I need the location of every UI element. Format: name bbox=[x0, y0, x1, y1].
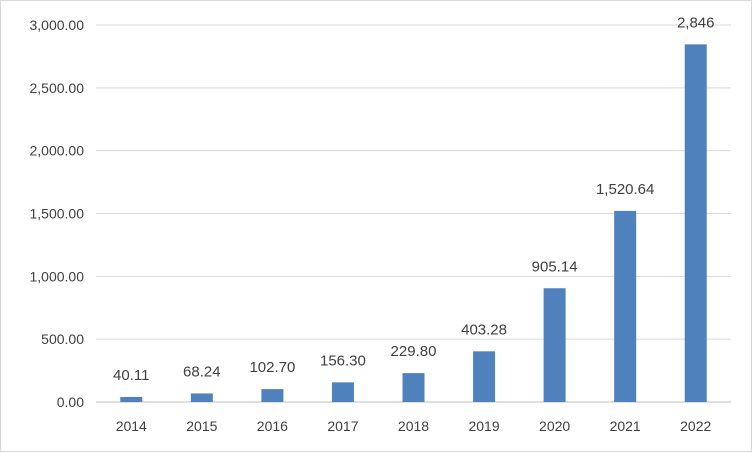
y-tick-label: 0.00 bbox=[57, 394, 84, 410]
y-tick-label: 2,000.00 bbox=[30, 143, 85, 159]
data-label: 905.14 bbox=[532, 258, 578, 275]
data-label: 403.28 bbox=[461, 321, 507, 338]
x-tick-label: 2021 bbox=[610, 418, 641, 434]
bar bbox=[473, 351, 496, 402]
x-tick-label: 2014 bbox=[116, 418, 147, 434]
data-label: 2,846 bbox=[677, 14, 715, 31]
x-tick-label: 2018 bbox=[398, 418, 429, 434]
data-label: 156.30 bbox=[320, 352, 366, 369]
bar bbox=[543, 288, 566, 402]
bar bbox=[402, 373, 425, 402]
data-label: 1,520.64 bbox=[596, 181, 654, 198]
data-label: 40.11 bbox=[113, 367, 149, 384]
bar bbox=[120, 396, 143, 402]
x-tick-label: 2017 bbox=[327, 418, 358, 434]
y-tick-label: 2,500.00 bbox=[30, 80, 85, 96]
bar bbox=[684, 44, 707, 403]
data-label: 229.80 bbox=[391, 343, 437, 360]
bar bbox=[331, 382, 354, 402]
x-tick-label: 2016 bbox=[257, 418, 288, 434]
x-tick-label: 2022 bbox=[680, 418, 711, 434]
x-tick-label: 2015 bbox=[186, 418, 217, 434]
data-label: 68.24 bbox=[183, 363, 221, 380]
y-tick-label: 1,500.00 bbox=[30, 206, 85, 222]
x-tick-label: 2019 bbox=[468, 418, 499, 434]
bar bbox=[614, 210, 637, 402]
y-tick-label: 1,000.00 bbox=[30, 268, 85, 284]
bar bbox=[261, 389, 284, 402]
bar bbox=[190, 393, 213, 402]
y-tick-label: 500.00 bbox=[41, 331, 84, 347]
x-tick-label: 2020 bbox=[539, 418, 570, 434]
data-label: 102.70 bbox=[249, 359, 295, 376]
y-tick-label: 3,000.00 bbox=[30, 17, 85, 33]
